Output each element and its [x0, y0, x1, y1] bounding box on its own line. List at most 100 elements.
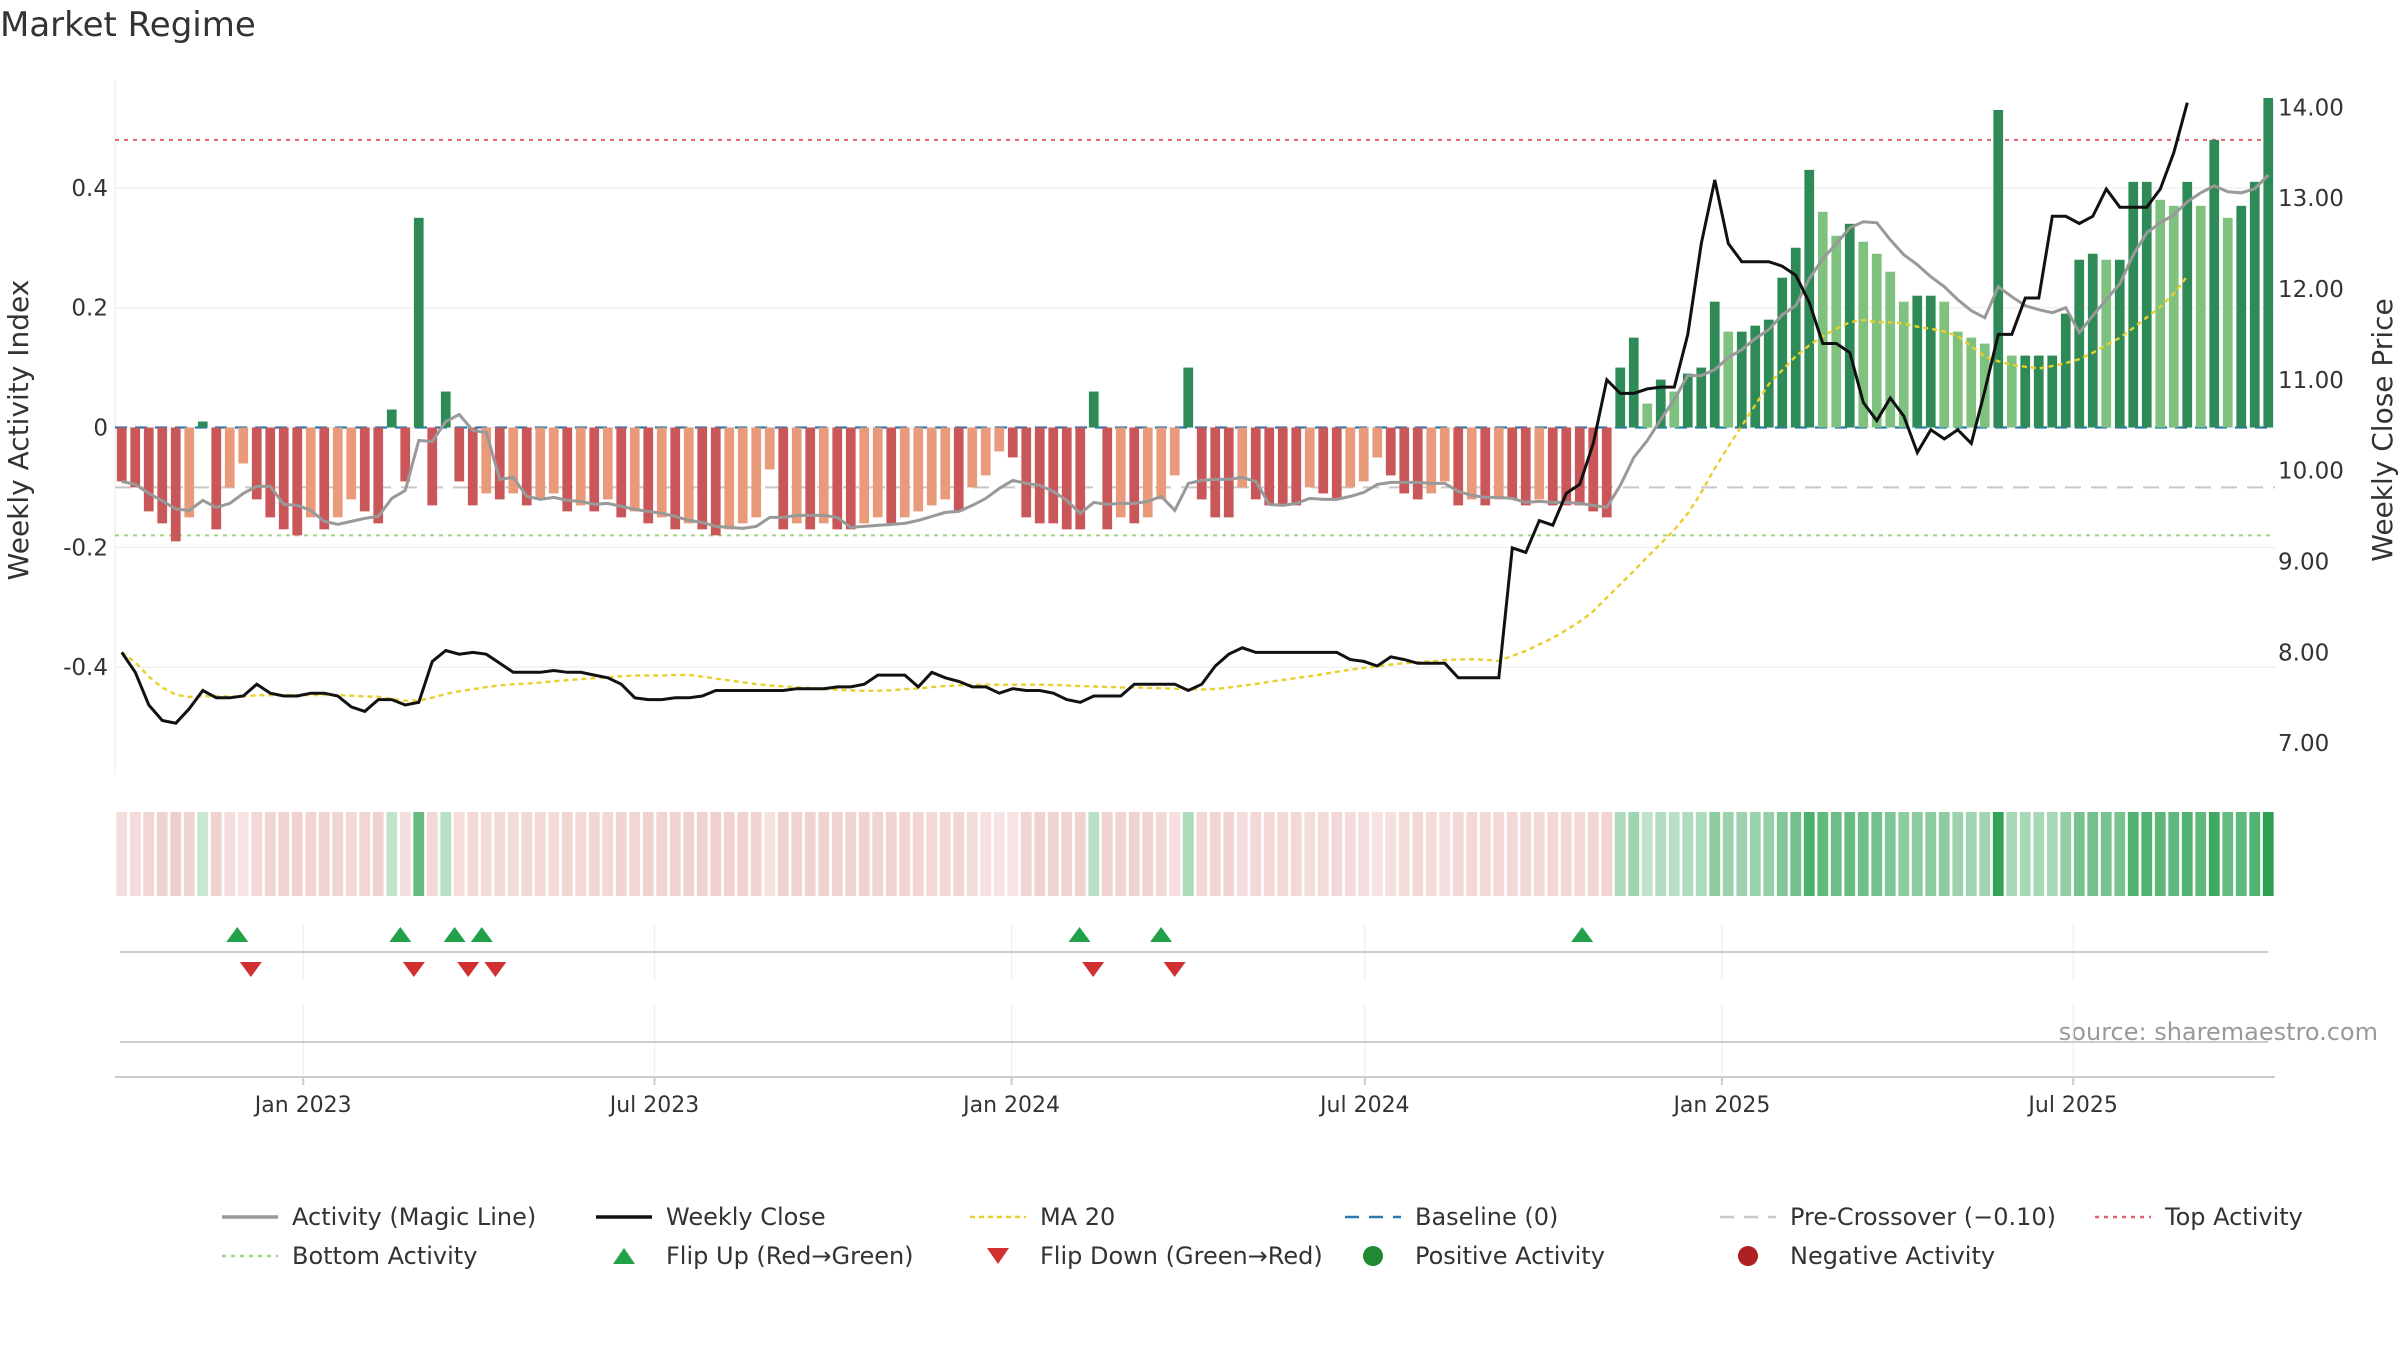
regime-cell — [656, 812, 668, 896]
regime-cell — [143, 812, 155, 896]
activity-bar — [265, 427, 276, 518]
regime-cell — [1871, 812, 1883, 896]
legend-label: Positive Activity — [1415, 1242, 1605, 1270]
activity-bar — [778, 427, 789, 530]
legend-item-baseline: Baseline (0) — [1345, 1203, 1558, 1231]
activity-bar — [1709, 301, 1720, 428]
legend-label: Top Activity — [2164, 1203, 2303, 1231]
activity-bar — [1804, 169, 1815, 428]
x-tick-label: Jul 2025 — [2026, 1093, 2118, 1118]
activity-bar — [157, 427, 168, 524]
activity-bar — [427, 427, 438, 506]
activity-bar — [940, 427, 951, 500]
regime-cell — [1169, 812, 1181, 896]
regime-cell — [453, 812, 465, 896]
activity-bar — [1939, 301, 1950, 428]
regime-cell — [1898, 812, 1910, 896]
regime-cell — [1655, 812, 1667, 896]
activity-bar — [1142, 427, 1153, 518]
regime-cell — [1911, 812, 1923, 896]
activity-bar — [251, 427, 262, 500]
activity-bar — [2087, 253, 2098, 428]
legend-item-negative: Negative Activity — [1738, 1242, 1995, 1270]
legend-label: Negative Activity — [1790, 1242, 1995, 1270]
regime-cell — [1857, 812, 1869, 896]
activity-bar — [2101, 259, 2112, 428]
activity-bar — [1237, 427, 1248, 488]
regime-cell — [1749, 812, 1761, 896]
regime-cell — [1142, 812, 1154, 896]
flip-up-marker — [443, 927, 466, 942]
activity-bar — [872, 427, 883, 518]
regime-cell — [116, 812, 128, 896]
regime-cell — [1844, 812, 1856, 896]
activity-bar — [1871, 253, 1882, 428]
activity-bar — [1993, 109, 2004, 428]
activity-bar — [413, 217, 424, 428]
activity-bar — [1075, 427, 1086, 530]
regime-cell — [1830, 812, 1842, 896]
activity-bar — [1385, 427, 1396, 476]
activity-bar — [724, 427, 735, 530]
regime-cell — [264, 812, 276, 896]
regime-cell — [210, 812, 222, 896]
legend-swatch — [987, 1248, 1009, 1264]
regime-cell — [2208, 812, 2220, 896]
regime-cell — [2060, 812, 2072, 896]
regime-cell — [359, 812, 371, 896]
legend-swatch — [1363, 1246, 1383, 1266]
activity-bar — [319, 427, 330, 530]
regime-cell — [278, 812, 290, 896]
flip-up-marker — [389, 927, 412, 942]
activity-bar — [373, 427, 384, 524]
activity-bar — [332, 427, 343, 518]
regime-cell — [2168, 812, 2180, 896]
regime-cell — [1668, 812, 1680, 896]
regime-cell — [791, 812, 803, 896]
regime-cell — [1776, 812, 1788, 896]
activity-bar — [211, 427, 222, 530]
activity-bar — [2047, 355, 2058, 428]
regime-cell — [1709, 812, 1721, 896]
activity-bar — [1628, 337, 1639, 428]
regime-cell — [696, 812, 708, 896]
regime-cell — [1034, 812, 1046, 896]
regime-cell — [1196, 812, 1208, 896]
regime-cell — [318, 812, 330, 896]
activity-bar — [1183, 367, 1194, 428]
regime-cell — [291, 812, 303, 896]
regime-cell — [2235, 812, 2247, 896]
activity-bar — [1358, 427, 1369, 482]
flip-down-marker — [457, 962, 480, 977]
regime-cell — [1061, 812, 1073, 896]
regime-cell — [1304, 812, 1316, 896]
legend: Activity (Magic Line) Weekly Close MA 20 Ba… — [222, 1203, 2303, 1270]
activity-bar — [575, 427, 586, 506]
regime-cell — [426, 812, 438, 896]
activity-bar — [2033, 355, 2044, 428]
activity-bar — [1210, 427, 1221, 518]
regime-cell — [723, 812, 735, 896]
regime-cell — [1128, 812, 1140, 896]
regime-cell — [2033, 812, 2045, 896]
activity-bar — [670, 427, 681, 530]
regime-cell — [1115, 812, 1127, 896]
activity-bar — [629, 427, 640, 512]
regime-cell — [332, 812, 344, 896]
activity-bar — [2168, 205, 2179, 428]
regime-cell — [1439, 812, 1451, 896]
grid — [114, 80, 2275, 775]
legend-label: MA 20 — [1040, 1203, 1115, 1231]
flip-up-marker — [1150, 927, 1173, 942]
legend-item-precross: Pre-Crossover (−0.10) — [1720, 1203, 2056, 1231]
regime-cell — [1628, 812, 1640, 896]
regime-cell — [899, 812, 911, 896]
regime-cell — [399, 812, 411, 896]
y2-tick-label: 12.00 — [2278, 277, 2344, 303]
activity-bar — [994, 427, 1005, 452]
activity-bar — [184, 427, 195, 518]
activity-bar — [170, 427, 181, 542]
regime-cell — [1020, 812, 1032, 896]
activity-bar — [2236, 205, 2247, 428]
